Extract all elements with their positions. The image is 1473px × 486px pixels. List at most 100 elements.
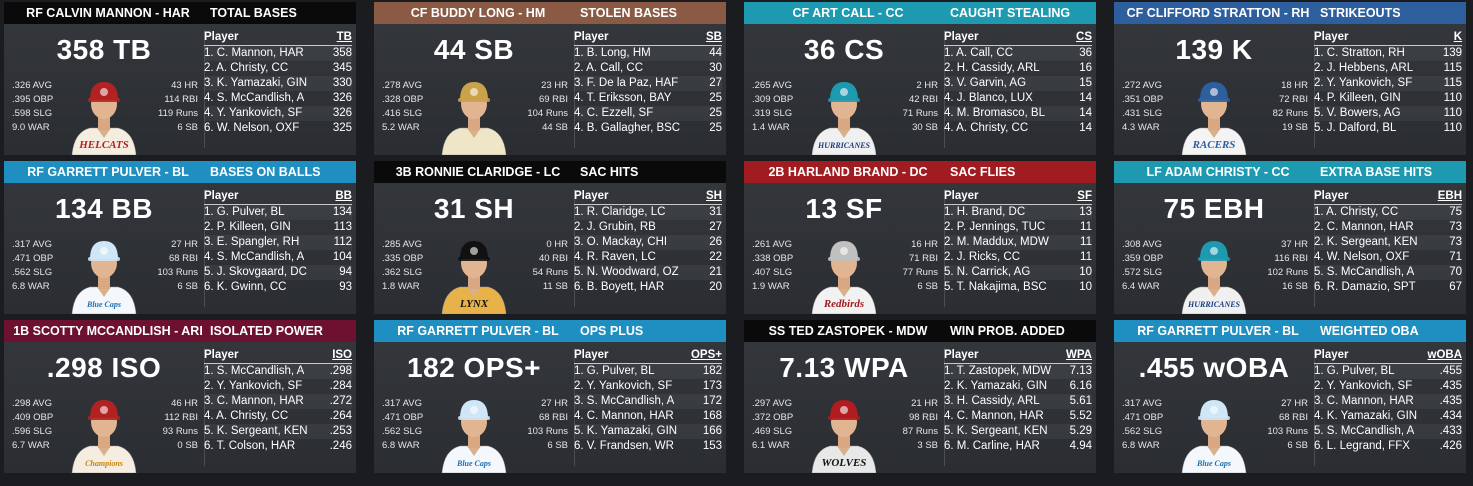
table-row[interactable]: 2. J. Grubin, RB 27 (574, 220, 722, 235)
table-row[interactable]: 2. P. Killeen, GIN 113 (204, 220, 352, 235)
table-row[interactable]: 6. V. Frandsen, WR 153 (574, 439, 722, 454)
column-header-stat[interactable]: BB (335, 190, 352, 202)
column-header-player[interactable]: Player (944, 31, 979, 43)
column-header-stat[interactable]: K (1453, 31, 1462, 43)
table-row[interactable]: 2. Y. Yankovich, SF 115 (1314, 76, 1462, 91)
leader-name[interactable]: 3. C. Mannon, HAR (1314, 395, 1414, 407)
table-row[interactable]: 6. R. Damazio, SPT 67 (1314, 280, 1462, 295)
table-row[interactable]: 5. N. Woodward, OZ 21 (574, 265, 722, 280)
leader-name[interactable]: 6. M. Carline, HAR (944, 440, 1040, 452)
leader-name[interactable]: 1. B. Long, HM (574, 47, 651, 59)
leader-name[interactable]: 1. R. Claridge, LC (574, 206, 666, 218)
column-header-stat[interactable]: SH (706, 190, 722, 202)
leader-name[interactable]: 5. J. Dalford, BL (1314, 122, 1397, 134)
column-header-player[interactable]: Player (574, 190, 609, 202)
leader-name[interactable]: 6. R. Damazio, SPT (1314, 281, 1416, 293)
leader-name[interactable]: 4. A. Christy, CC (944, 122, 1029, 134)
player-name[interactable]: CF ART CALL - CC (792, 6, 904, 20)
column-header-player[interactable]: Player (204, 190, 239, 202)
leader-name[interactable]: 1. G. Pulver, BL (1314, 365, 1395, 377)
table-row[interactable]: 4. W. Nelson, OXF 71 (1314, 250, 1462, 265)
player-name[interactable]: 2B HARLAND BRAND - DC (768, 165, 928, 179)
leader-name[interactable]: 1. T. Zastopek, MDW (944, 365, 1052, 377)
table-row[interactable]: 2. Y. Yankovich, SF .435 (1314, 379, 1462, 394)
leader-name[interactable]: 4. T. Eriksson, BAY (574, 92, 672, 104)
table-row[interactable]: 5. K. Sergeant, KEN .253 (204, 424, 352, 439)
leader-name[interactable]: 1. G. Pulver, BL (204, 206, 285, 218)
table-row[interactable]: 6. K. Gwinn, CC 93 (204, 280, 352, 295)
table-row[interactable]: 4. J. Blanco, LUX 14 (944, 91, 1092, 106)
leader-name[interactable]: 6. K. Gwinn, CC (204, 281, 287, 293)
leader-name[interactable]: 3. S. McCandlish, A (574, 395, 675, 407)
leader-name[interactable]: 3. O. Mackay, CHI (574, 236, 668, 248)
table-row[interactable]: 4. A. Christy, CC .264 (204, 409, 352, 424)
table-row[interactable]: 2. J. Hebbens, ARL 115 (1314, 61, 1462, 76)
table-row[interactable]: 5. K. Sergeant, KEN 5.29 (944, 424, 1092, 439)
table-row[interactable]: 2. A. Call, CC 30 (574, 61, 722, 76)
table-row[interactable]: 1. A. Call, CC 36 (944, 46, 1092, 61)
stat-leader-card[interactable]: SS TED ZASTOPEK - MDW WIN PROB. ADDED 7.13… (744, 320, 1096, 473)
leader-name[interactable]: 1. A. Call, CC (944, 47, 1014, 59)
leader-name[interactable]: 3. V. Garvin, AG (944, 77, 1027, 89)
player-name[interactable]: RF GARRETT PULVER - BL (1137, 324, 1299, 338)
player-name[interactable]: RF CALVIN MANNON - HAR (26, 6, 190, 20)
table-row[interactable]: 4. Y. Yankovich, SF 326 (204, 106, 352, 121)
player-name[interactable]: RF GARRETT PULVER - BL (27, 165, 189, 179)
table-row[interactable]: 5. K. Yamazaki, GIN 166 (574, 424, 722, 439)
leader-name[interactable]: 4. Y. Yankovich, SF (204, 107, 303, 119)
column-header-player[interactable]: Player (944, 190, 979, 202)
column-header-player[interactable]: Player (574, 349, 609, 361)
leader-name[interactable]: 5. N. Woodward, OZ (574, 266, 679, 278)
table-row[interactable]: 4. C. Mannon, HAR 168 (574, 409, 722, 424)
leader-name[interactable]: 2. M. Maddux, MDW (944, 236, 1049, 248)
leader-name[interactable]: 3. K. Yamazaki, GIN (204, 77, 308, 89)
leader-name[interactable]: 3. C. Mannon, HAR (204, 395, 304, 407)
leader-name[interactable]: 2. K. Sergeant, KEN (1314, 236, 1418, 248)
leader-name[interactable]: 2. Y. Yankovich, SF (1314, 77, 1413, 89)
player-name[interactable]: SS TED ZASTOPEK - MDW (768, 324, 928, 338)
column-header-player[interactable]: Player (204, 31, 239, 43)
leader-name[interactable]: 3. E. Spangler, RH (204, 236, 300, 248)
table-row[interactable]: 6. B. Boyett, HAR 20 (574, 280, 722, 295)
column-header-stat[interactable]: SF (1077, 190, 1092, 202)
column-header-stat[interactable]: WPA (1066, 349, 1092, 361)
column-header-stat[interactable]: SB (706, 31, 722, 43)
leader-name[interactable]: 6. V. Frandsen, WR (574, 440, 674, 452)
column-header-stat[interactable]: OPS+ (690, 349, 722, 361)
table-row[interactable]: 6. M. Carline, HAR 4.94 (944, 439, 1092, 454)
table-row[interactable]: 1. H. Brand, DC 13 (944, 205, 1092, 220)
table-row[interactable]: 2. Y. Yankovich, SF .284 (204, 379, 352, 394)
stat-leader-card[interactable]: RF GARRETT PULVER - BL BASES ON BALLS 134 … (4, 161, 356, 314)
stat-leader-card[interactable]: CF ART CALL - CC CAUGHT STEALING 36 CS .265… (744, 2, 1096, 155)
table-row[interactable]: 2. P. Jennings, TUC 11 (944, 220, 1092, 235)
leader-name[interactable]: 3. F. De la Paz, HAF (574, 77, 679, 89)
table-row[interactable]: 2. K. Yamazaki, GIN 6.16 (944, 379, 1092, 394)
table-row[interactable]: 1. A. Christy, CC 75 (1314, 205, 1462, 220)
leader-name[interactable]: 1. C. Mannon, HAR (204, 47, 304, 59)
leader-name[interactable]: 5. T. Nakajima, BSC (944, 281, 1047, 293)
table-row[interactable]: 2. C. Mannon, HAR 73 (1314, 220, 1462, 235)
leader-name[interactable]: 4. K. Yamazaki, GIN (1314, 410, 1418, 422)
leader-name[interactable]: 4. R. Raven, LC (574, 251, 656, 263)
table-row[interactable]: 4. S. McCandlish, A 326 (204, 91, 352, 106)
table-row[interactable]: 1. C. Stratton, RH 139 (1314, 46, 1462, 61)
table-row[interactable]: 2. K. Sergeant, KEN 73 (1314, 235, 1462, 250)
column-header-stat[interactable]: EBH (1437, 190, 1462, 202)
table-row[interactable]: 3. F. De la Paz, HAF 27 (574, 76, 722, 91)
table-row[interactable]: 1. R. Claridge, LC 31 (574, 205, 722, 220)
table-row[interactable]: 1. G. Pulver, BL 134 (204, 205, 352, 220)
table-row[interactable]: 4. M. Bromasco, BL 14 (944, 106, 1092, 121)
stat-leader-card[interactable]: RF GARRETT PULVER - BL WEIGHTED OBA .455 w… (1114, 320, 1466, 473)
leader-name[interactable]: 5. K. Yamazaki, GIN (574, 425, 678, 437)
leader-name[interactable]: 2. Y. Yankovich, SF (574, 380, 673, 392)
leader-name[interactable]: 6. W. Nelson, OXF (204, 122, 300, 134)
stat-leader-card[interactable]: RF CALVIN MANNON - HAR TOTAL BASES 358 TB.… (4, 2, 356, 155)
column-header-player[interactable]: Player (1314, 31, 1349, 43)
stat-leader-card[interactable]: 2B HARLAND BRAND - DC SAC FLIES 13 SF .261 … (744, 161, 1096, 314)
table-row[interactable]: 2. J. Ricks, CC 11 (944, 250, 1092, 265)
player-name[interactable]: 3B RONNIE CLARIDGE - LC (395, 165, 561, 179)
column-header-player[interactable]: Player (574, 31, 609, 43)
leader-name[interactable]: 2. J. Hebbens, ARL (1314, 62, 1414, 74)
leader-name[interactable]: 2. P. Killeen, GIN (204, 221, 291, 233)
leader-name[interactable]: 2. J. Grubin, RB (574, 221, 656, 233)
